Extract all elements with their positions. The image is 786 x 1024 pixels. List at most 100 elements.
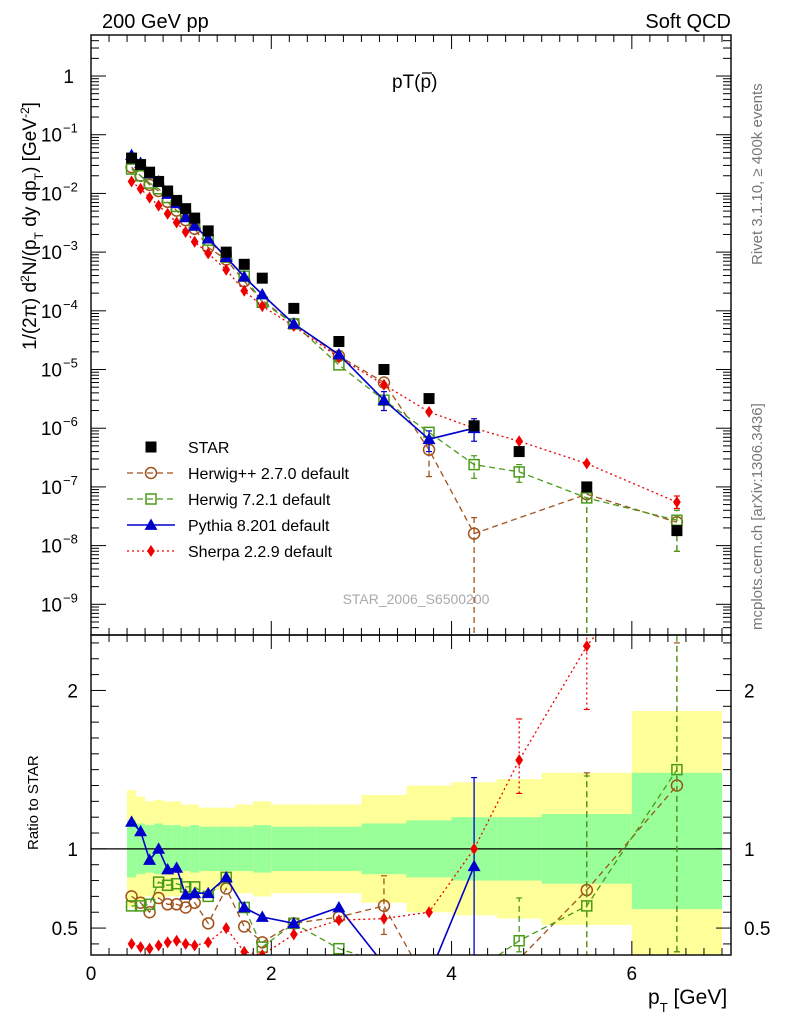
ratio-series-line [131,769,678,955]
main-data-point [127,175,136,188]
ratio-series-sherpa-2-2-9-default [127,635,597,955]
ratio-data-point [181,937,190,950]
main-data-point [188,219,202,231]
main-data-point [378,364,390,376]
ratio-data-point [170,861,184,873]
ratio-y-tick-label-left: 0.5 [52,919,78,940]
ratio-data-point [240,945,249,955]
ratio-data-point [154,939,163,952]
mcplots-label: mcplots.cern.ch [arXiv:1306.3436] [749,403,766,630]
main-y-tick-label: 10 [41,361,62,382]
ratio-data-point [201,886,215,899]
ratio-data-point [170,898,183,911]
legend-entry: STAR [145,440,229,457]
main-y-tick-label: 10 [41,184,62,205]
axes-layer: 0 2 4 610−910−810−710−610−510−410−310−210−1… [41,34,770,985]
ratio-plot-frame [90,634,732,956]
main-y-tick-exponent: −9 [63,590,78,605]
ratio-data-point [152,876,165,888]
ratio-data-point [513,934,525,947]
ratio-data-point [332,900,346,913]
main-data-point [287,317,301,329]
ratio-data-point [125,815,139,827]
ratio-data-point [255,910,269,922]
ratio-data-point [145,942,154,955]
main-y-tick-exponent: −6 [63,414,78,429]
ratio-data-point [469,967,479,977]
main-data-point [581,481,593,493]
main-data-point [422,432,436,445]
ratio-data-point [143,905,156,919]
main-data-point [154,199,163,212]
main-data-point [673,496,681,509]
main-y-tick-label: 10 [41,478,62,499]
ratio-data-point [143,853,157,865]
main-data-point [180,203,192,215]
main-data-point [380,378,388,391]
ratio-series-pythia-8-201-default [125,776,481,955]
ratio-data-point [163,936,172,949]
x-tick-label: 2 [266,964,277,985]
ratio-data-point [469,999,480,1010]
main-data-point [135,159,147,171]
ratio-data-point [237,920,251,933]
ratio-data-point [671,763,683,776]
ratio-series-line [131,785,678,955]
ratio-y-tick-label-left: 1 [67,840,78,861]
ratio-data-point [188,886,202,899]
main-y-tick-exponent: −5 [63,356,78,371]
main-data-point [220,246,232,258]
legend: STAR Herwig++ 2.7.0 default Herwig 7.2.1 d… [127,440,350,561]
legend-marker [144,466,158,480]
main-y-tick-exponent: −7 [63,473,78,488]
legend-label: STAR [188,440,229,457]
main-data-point [172,216,181,229]
main-data-point [468,458,480,471]
rivet-version-label: Rivet 3.1.10, ≥ 400k events [749,83,766,265]
ratio-data-point [190,939,199,952]
legend-label: Pythia 8.201 default [188,518,330,535]
main-plot-frame [90,34,732,636]
main-data-point [513,466,525,478]
ratio-data-point [380,912,388,925]
ratio-data-point [334,914,343,927]
ratio-data-point [161,879,174,892]
main-series-layer [125,148,684,635]
main-data-point [202,225,214,237]
ratio-y-tick-label-right: 1 [744,840,755,861]
main-data-point [255,287,269,300]
main-data-point [190,235,199,248]
ratio-y-tick-label-left: 2 [67,681,78,702]
main-data-point [240,284,249,297]
main-y-tick-exponent: −8 [63,532,78,547]
main-data-point [288,302,300,314]
main-data-point [423,393,435,405]
main-data-point [467,527,481,540]
ratio-data-point [161,898,174,911]
main-y-tick-exponent: −3 [63,238,78,253]
main-y-tick-label: 1 [63,67,74,88]
main-data-point [201,232,215,244]
ratio-data-point [127,937,136,950]
ratio-data-point [289,928,298,941]
main-data-point [258,300,267,313]
ratio-data-point [219,870,233,883]
main-series-star [126,152,683,537]
ratio-data-point [237,900,251,913]
main-series-pythia-8-201-default [125,148,481,453]
legend-marker [147,545,155,557]
main-data-point [136,182,145,195]
ratio-series-layer [125,635,684,1010]
main-data-point [222,263,231,276]
legend-entry: Herwig 7.2.1 default [127,492,331,509]
main-data-point [581,492,593,504]
ratio-series-line [131,635,597,955]
ratio-data-point [222,922,231,935]
main-data-point [144,166,156,178]
main-data-point [162,185,174,197]
main-y-tick-label: 10 [41,126,62,147]
main-y-tick-label: 10 [41,595,62,616]
ratio-data-point [287,916,301,929]
ratio-data-point [152,842,166,854]
